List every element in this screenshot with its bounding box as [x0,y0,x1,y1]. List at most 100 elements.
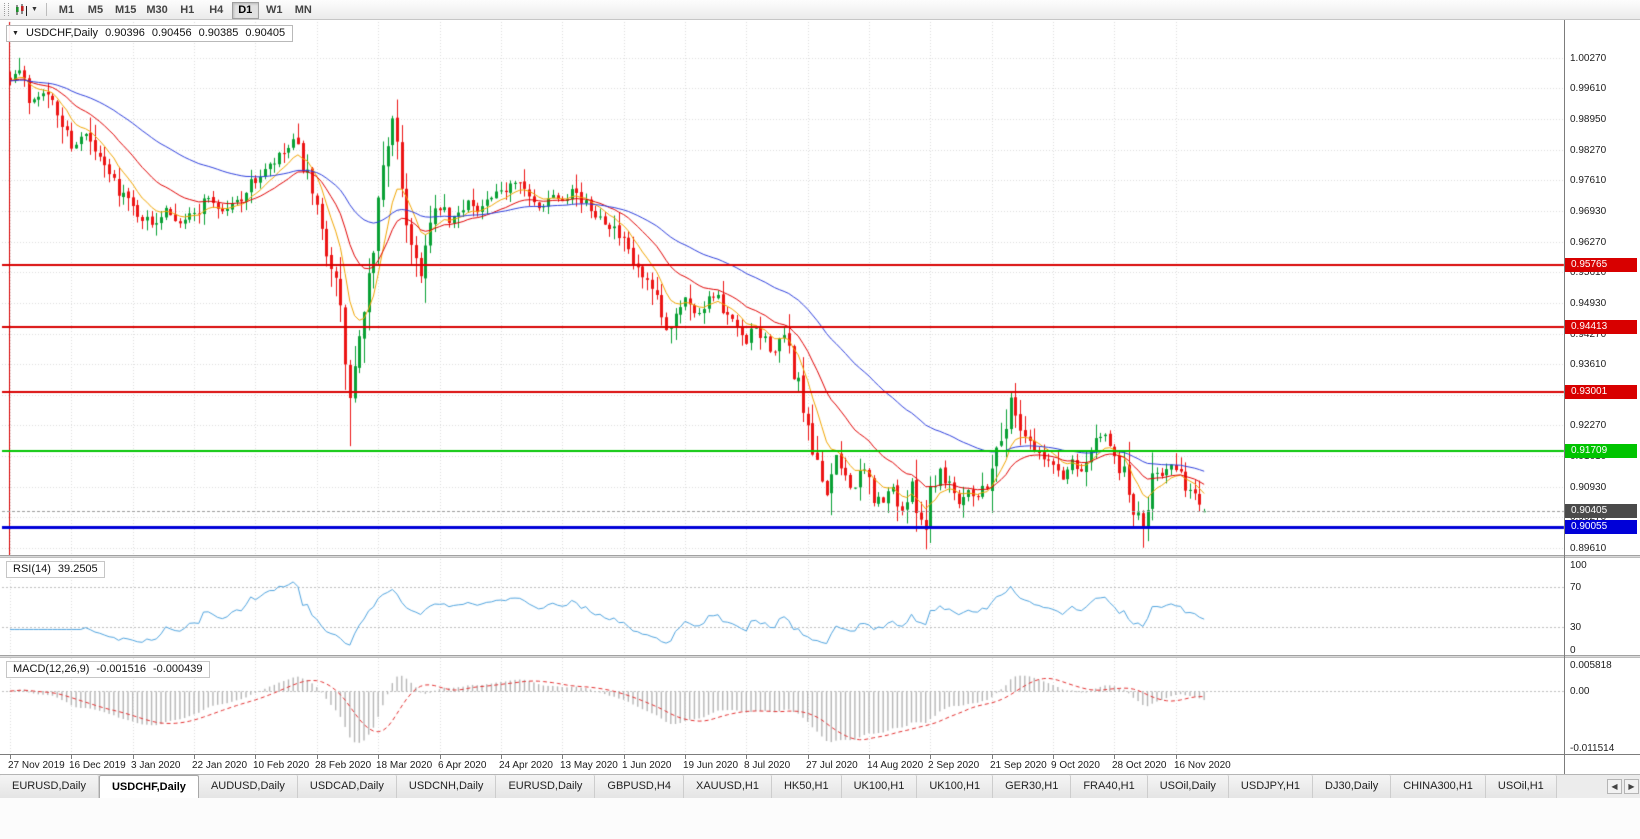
time-axis-tick [869,755,870,759]
price-axis-label: 0.97610 [1570,175,1607,186]
price-axis-label: 0.94270 [1570,329,1607,340]
chart-tab-usoil-h1[interactable]: USOil,H1 [1485,775,1557,799]
bottom-strip [0,798,1640,839]
time-axis-tick [992,755,993,759]
chart-tab-audusd-daily[interactable]: AUDUSD,Daily [198,775,298,799]
chart-tab-usdcad-daily[interactable]: USDCAD,Daily [297,775,397,799]
time-axis[interactable]: 27 Nov 2019 16 Dec 2019 3 Jan 2020 22 Jan 2… [0,755,1564,774]
hline-price-tag: 0.94413 [1565,320,1637,334]
chart-tab-usdjpy-h1[interactable]: USDJPY,H1 [1228,775,1314,799]
time-axis-tick [378,755,379,759]
macd-main-value: -0.001516 [96,663,146,675]
price-axis-label: 0.89610 [1570,543,1607,554]
price-axis-label: 0.92270 [1570,420,1607,431]
price-axis-label: 0.98270 [1570,145,1607,156]
macd-axis-label: 0.005818 [1570,660,1612,671]
time-axis-tick [1114,755,1115,759]
time-axis-label: 28 Feb 2020 [315,760,372,771]
rsi-axis-label: 0 [1570,645,1576,656]
time-axis-label: 27 Nov 2019 [8,760,65,771]
timeframe-button-d1[interactable]: D1 [231,1,259,19]
chart-tab-eurusd-daily[interactable]: EURUSD,Daily [496,775,596,799]
time-axis-label: 8 Jul 2020 [744,760,791,771]
time-axis-label: 3 Jan 2020 [131,760,181,771]
timeframe-button-m15[interactable]: M15 [111,2,140,19]
ohlc-open-value: 0.90396 [105,27,145,39]
chart-canvas[interactable] [0,20,1640,774]
price-axis-label: 0.98950 [1570,114,1607,125]
price-axis[interactable]: 1.00270 0.99610 0.98950 0.98270 0.97610 0.969… [1565,20,1640,774]
time-axis-label: 24 Apr 2020 [499,760,553,771]
chart-tab-eurusd-daily[interactable]: EURUSD,Daily [0,775,99,799]
chart-symbol-label: USDCHF,Daily [25,27,99,39]
chart-tabs: EURUSD,Daily USDCHF,Daily AUDUSD,Daily USDC… [0,775,1640,799]
time-axis-tick [317,755,318,759]
panel-separator-rsi[interactable] [0,555,1640,558]
chart-tab-hk50-h1[interactable]: HK50,H1 [771,775,842,799]
time-axis-label: 18 Mar 2020 [376,760,433,771]
time-axis-label: 28 Oct 2020 [1112,760,1167,771]
time-axis-tick [808,755,809,759]
rsi-indicator-header: RSI(14) 39.2505 [6,561,105,578]
chart-tab-ger30-h1[interactable]: GER30,H1 [993,775,1072,799]
timeframe-button-m30[interactable]: M30 [142,2,171,19]
chart-tab-uk100-h1[interactable]: UK100,H1 [917,775,994,799]
chart-tab-china300-h1[interactable]: CHINA300,H1 [1391,775,1486,799]
price-axis-label: 0.96270 [1570,237,1607,248]
time-axis-label: 21 Sep 2020 [990,760,1047,771]
chart-tab-gbpusd-h4[interactable]: GBPUSD,H4 [595,775,684,799]
time-axis-tick [133,755,134,759]
tab-scroll-arrows: ◀ ▶ [1607,779,1639,794]
collapse-arrow-icon[interactable]: ▼ [12,29,19,37]
timeframe-button-m1[interactable]: M1 [53,2,80,19]
timeframe-button-m5[interactable]: M5 [82,2,109,19]
rsi-axis-label: 100 [1570,560,1587,571]
toolbar-separator [45,3,47,16]
chart-tab-dj30-daily[interactable]: DJ30,Daily [1313,775,1392,799]
hline-price-tag: 0.91709 [1565,444,1637,458]
price-axis-label: 0.90930 [1570,482,1607,493]
timeframe-button-w1[interactable]: W1 [261,2,288,19]
time-axis-tick [1053,755,1054,759]
panel-separator-macd[interactable] [0,655,1640,658]
time-axis-tick [194,755,195,759]
hline-price-tag: 0.90055 [1565,520,1637,534]
timeframe-button-h4[interactable]: H4 [203,2,230,19]
tab-scroll-left-button[interactable]: ◀ [1607,779,1622,794]
chart-tab-usoil-daily[interactable]: USOil,Daily [1147,775,1229,799]
toolbar-grip[interactable] [4,3,9,16]
time-axis-tick [746,755,747,759]
time-axis-tick [685,755,686,759]
timeframe-button-mn[interactable]: MN [290,2,317,19]
rsi-value: 39.2505 [57,563,98,575]
hline-price-tag: 0.93001 [1565,385,1637,399]
current-price-tag: 0.90405 [1565,504,1637,518]
time-axis-tick [440,755,441,759]
chart-tab-usdcnh-daily[interactable]: USDCNH,Daily [396,775,497,799]
ohlc-close-value: 0.90405 [245,27,286,39]
macd-indicator-header: MACD(12,26,9) -0.001516 -0.000439 [6,661,210,678]
price-axis-label: 0.96930 [1570,206,1607,217]
price-axis-label: 0.93610 [1570,359,1607,370]
chart-tab-xauusd-h1[interactable]: XAUUSD,H1 [683,775,772,799]
time-axis-border [0,754,1640,755]
chart-type-icon[interactable] [13,3,30,17]
time-axis-label: 19 Jun 2020 [683,760,739,771]
chart-tab-fra40-h1[interactable]: FRA40,H1 [1071,775,1148,799]
macd-label: MACD(12,26,9) [13,663,90,675]
chart-tab-usdchf-daily[interactable]: USDCHF,Daily [98,775,199,799]
tab-scroll-right-button[interactable]: ▶ [1624,779,1639,794]
chart-tab-uk100-h1[interactable]: UK100,H1 [841,775,918,799]
timeframe-button-h1[interactable]: H1 [174,2,201,19]
chart-tab-bar: EURUSD,Daily USDCHF,Daily AUDUSD,Daily USDC… [0,774,1640,799]
rsi-axis-label: 30 [1570,622,1582,633]
time-axis-tick [10,755,11,759]
time-axis-label: 9 Oct 2020 [1051,760,1100,771]
time-axis-label: 6 Apr 2020 [438,760,487,771]
ohlc-low-value: 0.90385 [198,27,239,39]
time-axis-label: 13 May 2020 [560,760,618,771]
time-axis-label: 10 Feb 2020 [253,760,310,771]
time-axis-label: 22 Jan 2020 [192,760,248,771]
chart-type-dropdown-icon[interactable]: ▼ [31,6,38,13]
